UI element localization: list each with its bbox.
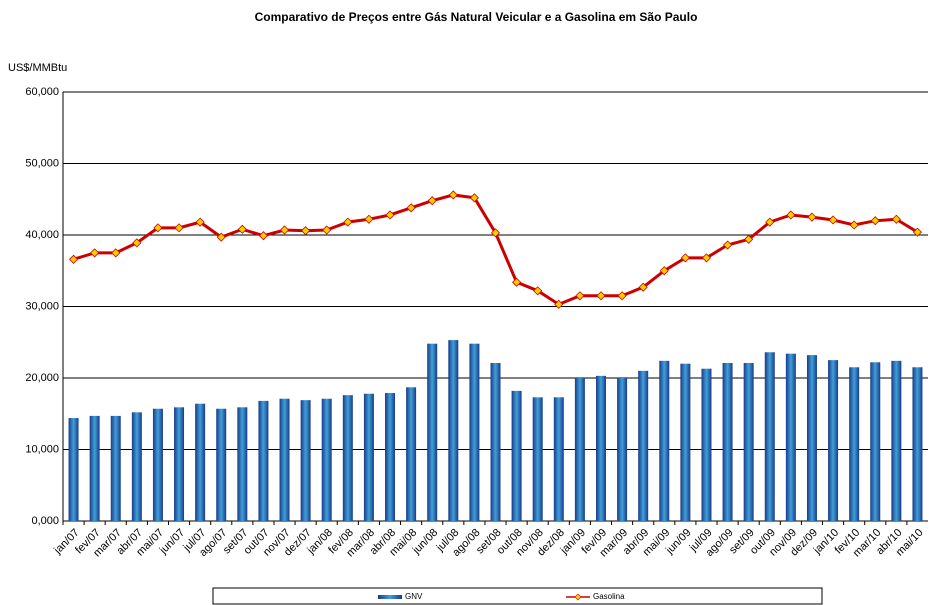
bar <box>237 407 248 521</box>
bar <box>385 393 396 521</box>
bar <box>617 378 628 521</box>
bar <box>574 378 585 521</box>
bar <box>363 393 374 521</box>
y-tick-label: 20,000 <box>25 372 59 384</box>
bar <box>722 362 733 521</box>
marker <box>153 223 163 233</box>
legend-label: Gasolina <box>593 592 625 601</box>
marker <box>554 299 564 309</box>
marker <box>301 226 311 236</box>
marker <box>617 291 627 301</box>
bar <box>659 360 670 521</box>
bar <box>849 367 860 521</box>
bar <box>321 398 332 521</box>
bar <box>912 367 923 521</box>
bar <box>131 412 142 521</box>
y-tick-label: 40,000 <box>25 229 59 241</box>
marker <box>870 216 880 226</box>
marker <box>448 190 458 200</box>
marker <box>279 225 290 235</box>
bar <box>300 400 311 521</box>
bar <box>638 370 649 521</box>
marker <box>469 193 479 203</box>
y-tick-label: 10,000 <box>25 443 59 455</box>
legend-swatch <box>378 595 402 599</box>
y-tick-label: 30,000 <box>25 300 59 312</box>
bar <box>553 397 564 521</box>
y-tick-label: 60,000 <box>25 86 59 98</box>
marker <box>258 231 268 241</box>
y-axis-label: US$/MMBtu <box>8 62 67 74</box>
bar <box>448 340 459 521</box>
bar <box>891 360 902 521</box>
y-tick-label: 0,000 <box>31 515 59 527</box>
bar <box>532 397 543 521</box>
marker <box>195 217 205 227</box>
marker <box>490 228 501 238</box>
marker <box>427 196 437 206</box>
marker <box>828 215 838 225</box>
bar <box>258 400 269 521</box>
bar <box>595 375 606 521</box>
marker <box>406 203 416 213</box>
bar <box>89 415 100 521</box>
marker <box>322 225 332 235</box>
y-tick-label: 50,000 <box>25 157 59 169</box>
legend-box <box>212 587 823 605</box>
marker <box>638 282 648 292</box>
marker <box>912 227 923 237</box>
legend-label: GNV <box>405 592 423 601</box>
bar <box>469 343 480 521</box>
marker <box>68 254 79 264</box>
bar <box>174 407 185 521</box>
marker <box>786 210 796 220</box>
bar <box>279 398 290 521</box>
marker <box>575 291 585 301</box>
bar <box>870 362 881 521</box>
marker <box>343 217 353 227</box>
marker <box>680 253 690 263</box>
legend-marker <box>574 593 582 601</box>
marker <box>385 210 395 220</box>
bar <box>701 368 712 521</box>
bar <box>342 395 353 521</box>
marker <box>891 214 901 224</box>
marker <box>659 266 669 276</box>
bar <box>68 418 79 521</box>
marker <box>744 234 754 244</box>
bar <box>764 352 775 521</box>
bar <box>110 415 121 521</box>
marker <box>596 291 606 301</box>
marker <box>701 253 712 263</box>
marker <box>237 224 247 234</box>
bar <box>743 362 754 521</box>
bar <box>806 355 817 521</box>
marker <box>132 238 142 248</box>
marker <box>849 220 859 230</box>
bar <box>511 390 522 521</box>
bar <box>680 363 691 521</box>
marker <box>723 240 733 250</box>
bar <box>427 343 438 521</box>
bar <box>406 387 417 521</box>
bar <box>785 353 796 521</box>
bar <box>216 408 227 521</box>
marker <box>512 277 522 287</box>
bar <box>828 360 839 521</box>
chart-title: Comparativo de Preços entre Gás Natural … <box>255 10 698 24</box>
bar <box>195 403 206 521</box>
marker <box>533 286 543 296</box>
bar <box>490 362 501 521</box>
marker <box>111 248 121 258</box>
marker <box>216 232 226 242</box>
marker <box>90 248 100 258</box>
marker <box>174 223 184 233</box>
marker <box>807 212 817 222</box>
bar <box>152 408 163 521</box>
marker <box>765 217 775 227</box>
marker <box>364 214 374 224</box>
